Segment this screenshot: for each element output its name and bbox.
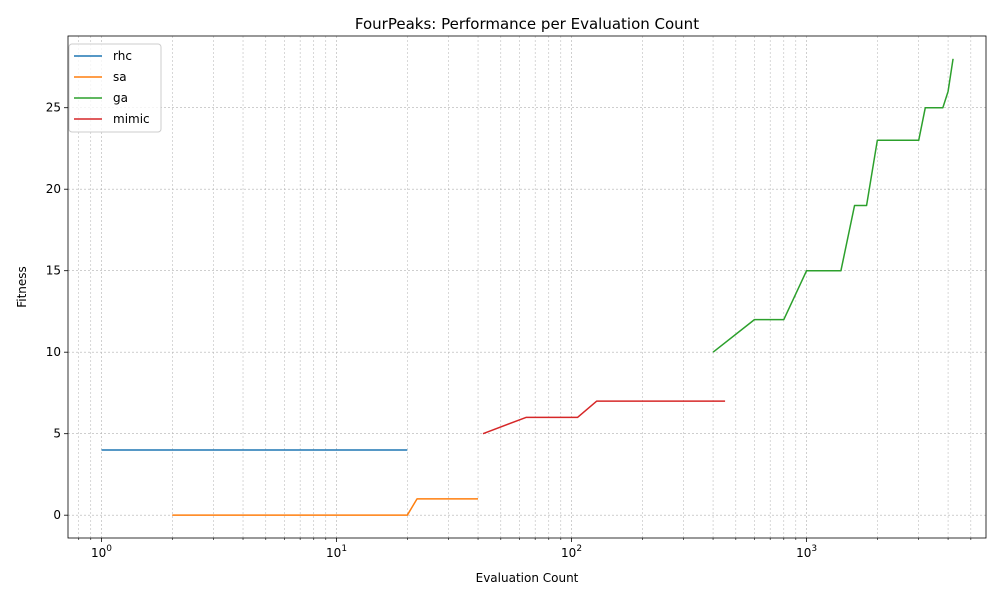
y-axis-title: Fitness <box>15 266 29 308</box>
x-tick-label: 103 <box>796 544 817 560</box>
series-line-mimic <box>482 400 726 435</box>
legend-label-rhc: rhc <box>113 49 132 63</box>
y-tick-label: 0 <box>53 508 61 522</box>
plot-frame <box>67 35 987 539</box>
x-axis-title: Evaluation Count <box>476 571 579 585</box>
legend: rhc sa ga mimic <box>68 43 162 133</box>
legend-label-mimic: mimic <box>113 112 150 126</box>
y-tick-label: 5 <box>53 427 61 441</box>
y-tick-label: 25 <box>46 101 61 115</box>
series-line-sa <box>172 498 479 516</box>
y-tick-label: 10 <box>46 345 61 359</box>
x-tick-label: 101 <box>326 544 347 560</box>
series-line-ga <box>712 58 954 353</box>
y-tick-label: 20 <box>46 182 61 196</box>
x-tick-label: 102 <box>561 544 582 560</box>
y-tick-label: 15 <box>46 264 61 278</box>
ticks: 100 101 102 103 0 5 10 15 20 25 <box>46 101 972 560</box>
x-tick-label: 100 <box>91 544 112 560</box>
series-layer <box>101 58 954 516</box>
legend-frame <box>68 43 162 133</box>
chart-title: FourPeaks: Performance per Evaluation Co… <box>355 15 699 33</box>
legend-label-ga: ga <box>113 91 128 105</box>
legend-label-sa: sa <box>113 70 127 84</box>
